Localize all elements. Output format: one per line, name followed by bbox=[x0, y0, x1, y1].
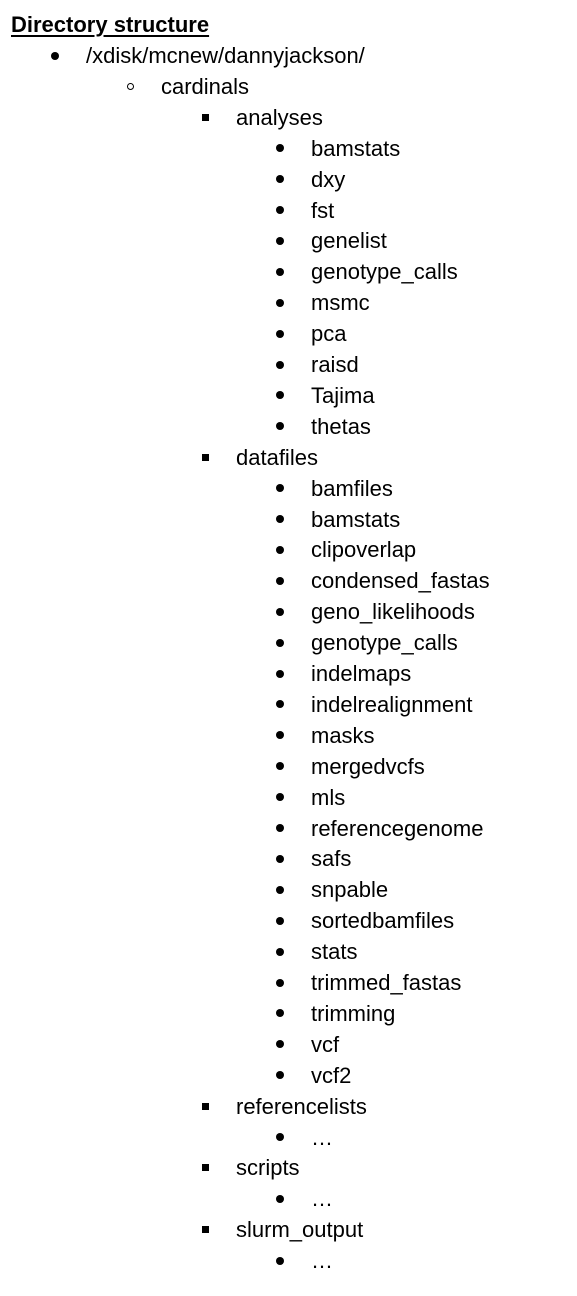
subfolder-item-label: masks bbox=[311, 722, 375, 748]
bullet-icon bbox=[270, 720, 290, 751]
square-bullet-icon bbox=[195, 1152, 215, 1183]
subfolder-item-label: safs bbox=[311, 846, 352, 872]
subfolder-item-label: stats bbox=[311, 939, 358, 965]
bullet-icon bbox=[270, 411, 290, 442]
subfolder-item-label: condensed_fastas bbox=[311, 568, 490, 594]
square-bullet-icon bbox=[195, 442, 215, 473]
subfolder-item-label: bamfiles bbox=[311, 475, 393, 501]
bullet-icon bbox=[270, 658, 290, 689]
bullet-icon bbox=[270, 751, 290, 782]
bullet-icon bbox=[270, 256, 290, 287]
bullet-icon bbox=[270, 534, 290, 565]
bullet-icon bbox=[270, 1029, 290, 1060]
bullet-icon bbox=[270, 473, 290, 504]
folder-item-label: analyses bbox=[236, 104, 323, 130]
subfolder-item-label: msmc bbox=[311, 290, 370, 316]
hollow-bullet-icon bbox=[120, 71, 140, 102]
subfolder-item-label: vcf2 bbox=[311, 1062, 352, 1088]
bullet-icon bbox=[270, 133, 290, 164]
subfolder-item-label: sortedbamfiles bbox=[311, 908, 455, 934]
bullet-icon bbox=[270, 195, 290, 226]
subfolder-item-label: snpable bbox=[311, 877, 389, 903]
project-folder-item-label: cardinals bbox=[161, 73, 250, 99]
subfolder-item-label: genelist bbox=[311, 228, 387, 254]
square-bullet-icon bbox=[195, 1214, 215, 1245]
bullet-icon bbox=[270, 1122, 290, 1153]
subfolder-item-label: genotype_calls bbox=[311, 259, 458, 285]
bullet-icon bbox=[270, 967, 290, 998]
subfolder-item-label: raisd bbox=[311, 352, 359, 377]
folder-item-label: referencelists bbox=[236, 1093, 367, 1119]
bullet-icon bbox=[270, 1245, 290, 1276]
bullet-icon bbox=[270, 782, 290, 813]
bullet-icon bbox=[270, 380, 290, 411]
subfolder-item-label: pca bbox=[311, 321, 347, 347]
bullet-icon bbox=[270, 565, 290, 596]
subfolder-item-label: clipoverlap bbox=[311, 537, 417, 563]
bullet-icon bbox=[270, 905, 290, 936]
subfolder-item-label: geno_likelihoods bbox=[311, 599, 475, 625]
subfolder-item-label: trimming bbox=[311, 1000, 396, 1026]
bullet-icon bbox=[270, 349, 290, 380]
bullet-icon bbox=[270, 318, 290, 349]
subfolder-item-label: Tajima bbox=[311, 382, 375, 408]
subfolder-item-label: trimmed_fastas bbox=[311, 970, 462, 995]
subfolder-item-label: dxy bbox=[311, 166, 346, 192]
root-path-item-label: /xdisk/mcnew/dannyjackson/ bbox=[86, 43, 365, 68]
bullet-icon bbox=[270, 596, 290, 627]
document-title: Directory structure bbox=[11, 12, 210, 37]
subfolder-item-label: fst bbox=[311, 197, 335, 223]
square-bullet-icon bbox=[195, 102, 215, 133]
bullet-icon bbox=[270, 627, 290, 658]
bullet-icon bbox=[270, 1060, 290, 1091]
subfolder-item-label: … bbox=[311, 1124, 333, 1150]
bullet-icon bbox=[270, 689, 290, 720]
subfolder-item-label: vcf bbox=[311, 1031, 340, 1057]
square-bullet-icon bbox=[195, 1091, 215, 1122]
bullet-icon bbox=[270, 504, 290, 535]
bullet-icon bbox=[270, 1183, 290, 1214]
bullet-icon bbox=[270, 287, 290, 318]
subfolder-item-label: … bbox=[311, 1186, 333, 1212]
subfolder-item-label: thetas bbox=[311, 413, 371, 439]
bullet-icon bbox=[270, 813, 290, 844]
bullet-icon bbox=[270, 225, 290, 256]
bullet-icon bbox=[270, 843, 290, 874]
bullet-icon bbox=[270, 936, 290, 967]
subfolder-item-label: mls bbox=[311, 784, 346, 810]
subfolder-item-label: mergedvcfs bbox=[311, 753, 425, 779]
folder-item-label: scripts bbox=[236, 1155, 300, 1181]
subfolder-item-label: bamstats bbox=[311, 506, 401, 532]
folder-item-label: datafiles bbox=[236, 444, 318, 470]
subfolder-item-label: … bbox=[311, 1248, 333, 1274]
folder-item-label: slurm_output bbox=[236, 1217, 364, 1243]
subfolder-item-label: indelmaps bbox=[311, 661, 412, 686]
bullet-icon bbox=[270, 164, 290, 195]
subfolder-item-label: bamstats bbox=[311, 135, 401, 161]
bullet-icon bbox=[45, 40, 65, 71]
subfolder-item-label: genotype_calls bbox=[311, 630, 458, 656]
subfolder-item-label: indelrealignment bbox=[311, 691, 473, 717]
subfolder-item-label: referencegenome bbox=[311, 815, 484, 841]
bullet-icon bbox=[270, 998, 290, 1029]
bullet-icon bbox=[270, 874, 290, 905]
